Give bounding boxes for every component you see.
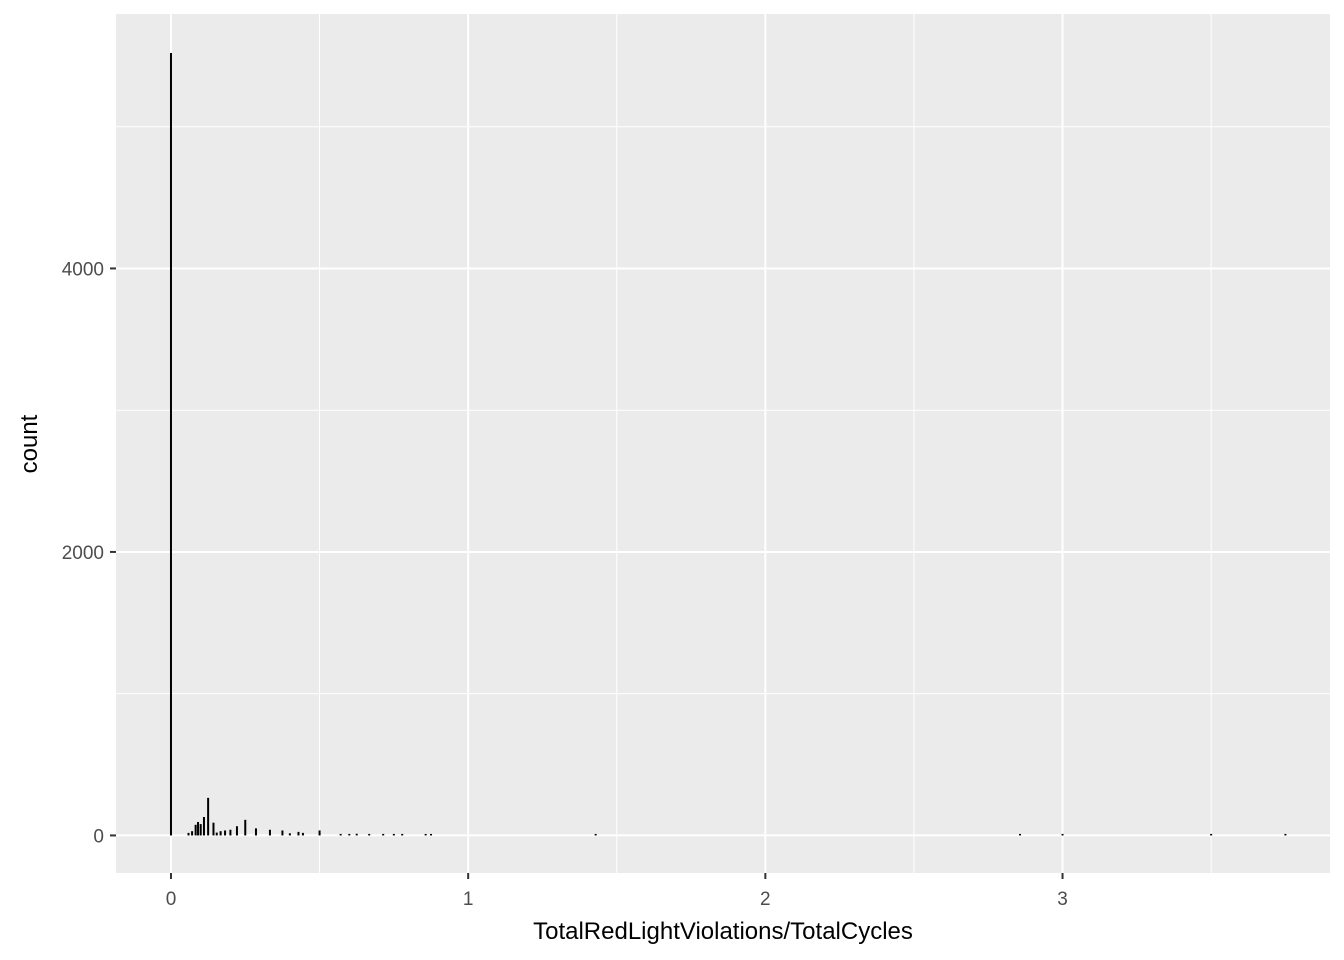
histogram-bar — [430, 833, 433, 836]
histogram-bar — [368, 833, 371, 836]
y-tick-label: 0 — [93, 826, 104, 847]
histogram-bar — [224, 830, 227, 836]
histogram-bar — [191, 831, 194, 836]
histogram-bar — [1284, 833, 1287, 836]
histogram-bar — [1210, 833, 1213, 836]
histogram-bar — [268, 829, 271, 836]
histogram-bar — [424, 833, 427, 836]
histogram-bar — [194, 824, 197, 836]
y-tick-label: 2000 — [62, 543, 104, 564]
histogram-bar — [219, 831, 222, 836]
y-axis-title: count — [16, 414, 43, 473]
x-tick-label: 0 — [166, 889, 177, 910]
histogram-bar — [297, 831, 300, 836]
histogram-bar — [348, 833, 351, 836]
histogram-bar — [229, 829, 232, 836]
histogram-bar — [207, 797, 210, 836]
histogram-bar — [355, 833, 358, 836]
histogram-bar — [281, 830, 284, 836]
major-gridlines — [116, 14, 1330, 873]
y-tick-label: 4000 — [62, 259, 104, 280]
x-axis: 0 1 2 3 — [166, 873, 1068, 910]
histogram-bar — [1061, 833, 1064, 836]
histogram-bar — [169, 52, 172, 836]
histogram-bar — [254, 828, 257, 836]
histogram-bar — [401, 833, 404, 836]
histogram-bar — [197, 821, 200, 836]
histogram-bar — [215, 832, 218, 836]
histogram-bar — [187, 832, 190, 836]
x-tick-label: 3 — [1057, 889, 1068, 910]
plot-panel — [116, 14, 1330, 873]
histogram-bar — [318, 830, 321, 836]
minor-gridlines — [116, 14, 1330, 873]
histogram-bar — [382, 833, 385, 836]
histogram-bar — [1019, 833, 1022, 836]
histogram-bar — [235, 826, 238, 836]
y-axis: 0 2000 4000 — [62, 259, 116, 847]
histogram-bar — [392, 833, 395, 836]
x-tick-label: 1 — [463, 889, 474, 910]
histogram-bar — [202, 817, 205, 836]
histogram-bar — [288, 833, 291, 836]
x-tick-label: 2 — [760, 889, 771, 910]
histogram-bar — [301, 832, 304, 836]
histogram-bar — [212, 822, 215, 836]
histogram-bar — [199, 824, 202, 836]
histogram-bars — [169, 52, 1287, 836]
x-axis-title: TotalRedLightViolations/TotalCycles — [533, 918, 913, 945]
histogram-bar — [244, 819, 247, 836]
histogram-bar — [594, 833, 597, 836]
histogram-bar — [339, 833, 342, 836]
